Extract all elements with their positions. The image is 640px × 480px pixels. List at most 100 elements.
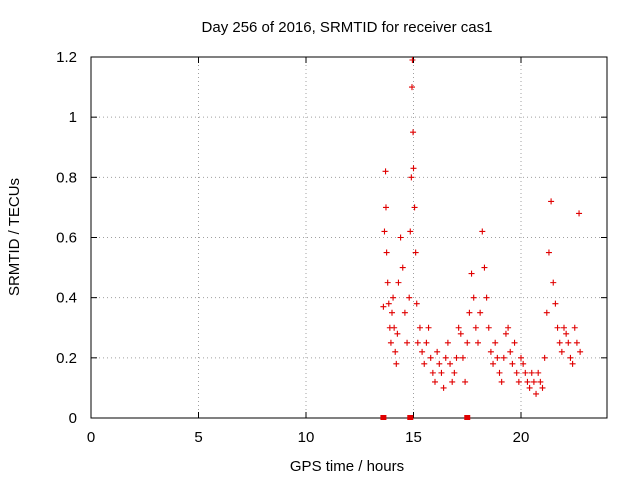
data-point <box>571 324 578 331</box>
data-point <box>515 378 522 385</box>
data-point <box>505 324 512 331</box>
data-point <box>533 390 540 397</box>
data-point <box>462 378 469 385</box>
data-point <box>414 339 421 346</box>
data-point <box>453 354 460 361</box>
data-point <box>401 309 408 316</box>
data-point <box>444 339 451 346</box>
data-point <box>513 369 520 376</box>
zero-marker <box>464 415 471 420</box>
x-axis-label: GPS time / hours <box>290 458 404 475</box>
data-point <box>438 369 445 376</box>
y-tick-label: 0.6 <box>56 230 77 247</box>
data-point <box>457 330 464 337</box>
data-point <box>530 378 537 385</box>
x-tick-label: 5 <box>194 429 202 446</box>
data-point <box>507 348 514 355</box>
y-tick-label: 0.2 <box>56 350 77 367</box>
data-point <box>520 360 527 367</box>
data-point <box>384 279 391 286</box>
data-point <box>440 384 447 391</box>
data-point <box>411 204 418 211</box>
data-point <box>472 324 479 331</box>
data-point <box>561 324 567 331</box>
data-point <box>496 369 503 376</box>
data-point <box>466 309 473 316</box>
data-point <box>409 57 416 64</box>
data-point <box>567 354 574 361</box>
data-point <box>399 264 406 271</box>
data-point <box>545 249 552 256</box>
data-point <box>548 198 555 205</box>
data-point <box>558 348 565 355</box>
data-point <box>554 324 561 331</box>
data-point <box>423 339 430 346</box>
data-point <box>406 294 413 301</box>
data-point <box>502 330 509 337</box>
data-point <box>481 264 488 271</box>
zero-marker <box>380 415 387 420</box>
data-point <box>576 210 583 217</box>
data-point <box>537 378 544 385</box>
data-point <box>485 324 492 331</box>
chart-title: Day 256 of 2016, SRMTID for receiver cas… <box>202 19 493 36</box>
y-tick-label: 1 <box>69 109 77 126</box>
data-point <box>436 360 443 367</box>
data-point <box>390 294 397 301</box>
grid <box>91 57 607 418</box>
data-point <box>447 360 454 367</box>
data-point <box>470 294 477 301</box>
zero-marker <box>407 415 414 420</box>
data-point <box>410 165 417 172</box>
data-point <box>421 360 428 367</box>
plot-frame <box>90 56 608 419</box>
data-point <box>407 228 414 235</box>
data-point <box>500 354 507 361</box>
data-point <box>511 339 518 346</box>
data-point <box>451 369 458 376</box>
data-point <box>385 300 392 307</box>
data-point <box>475 339 481 346</box>
data-point <box>449 378 456 385</box>
data-point <box>432 378 438 385</box>
data-point <box>413 300 420 307</box>
data-point <box>550 279 557 286</box>
data-point <box>498 378 505 385</box>
data-point <box>483 294 490 301</box>
y-tick-label: 0.4 <box>56 290 77 307</box>
data-point <box>459 354 466 361</box>
data-points <box>380 57 584 420</box>
data-point <box>526 384 533 391</box>
data-point <box>535 369 542 376</box>
data-point <box>382 204 389 211</box>
data-point <box>387 339 394 346</box>
data-point <box>383 249 390 256</box>
data-point <box>404 339 411 346</box>
x-tick-label: 20 <box>513 429 530 446</box>
data-point <box>528 369 535 376</box>
data-point <box>442 354 449 361</box>
data-point <box>393 360 400 367</box>
data-point <box>543 309 550 316</box>
data-point <box>490 360 497 367</box>
axis-ticks: 0 0.2 0.4 0.6 0.8 1 1.2 0 5 10 15 20 <box>56 49 607 446</box>
data-point <box>577 348 584 355</box>
y-axis-label: SRMTID / TECUs <box>6 178 23 296</box>
data-point <box>524 378 531 385</box>
data-point <box>391 324 398 331</box>
data-point <box>573 339 580 346</box>
x-tick-label: 10 <box>298 429 315 446</box>
y-tick-label: 1.2 <box>56 49 77 66</box>
data-point <box>419 348 426 355</box>
data-point <box>382 168 389 175</box>
data-point <box>477 309 484 316</box>
x-tick-label: 15 <box>405 429 422 446</box>
data-point <box>539 384 546 391</box>
data-point <box>408 174 415 181</box>
data-point <box>479 228 486 235</box>
data-point <box>389 309 395 316</box>
data-point <box>563 330 570 337</box>
data-point <box>429 369 436 376</box>
data-point <box>395 279 402 286</box>
